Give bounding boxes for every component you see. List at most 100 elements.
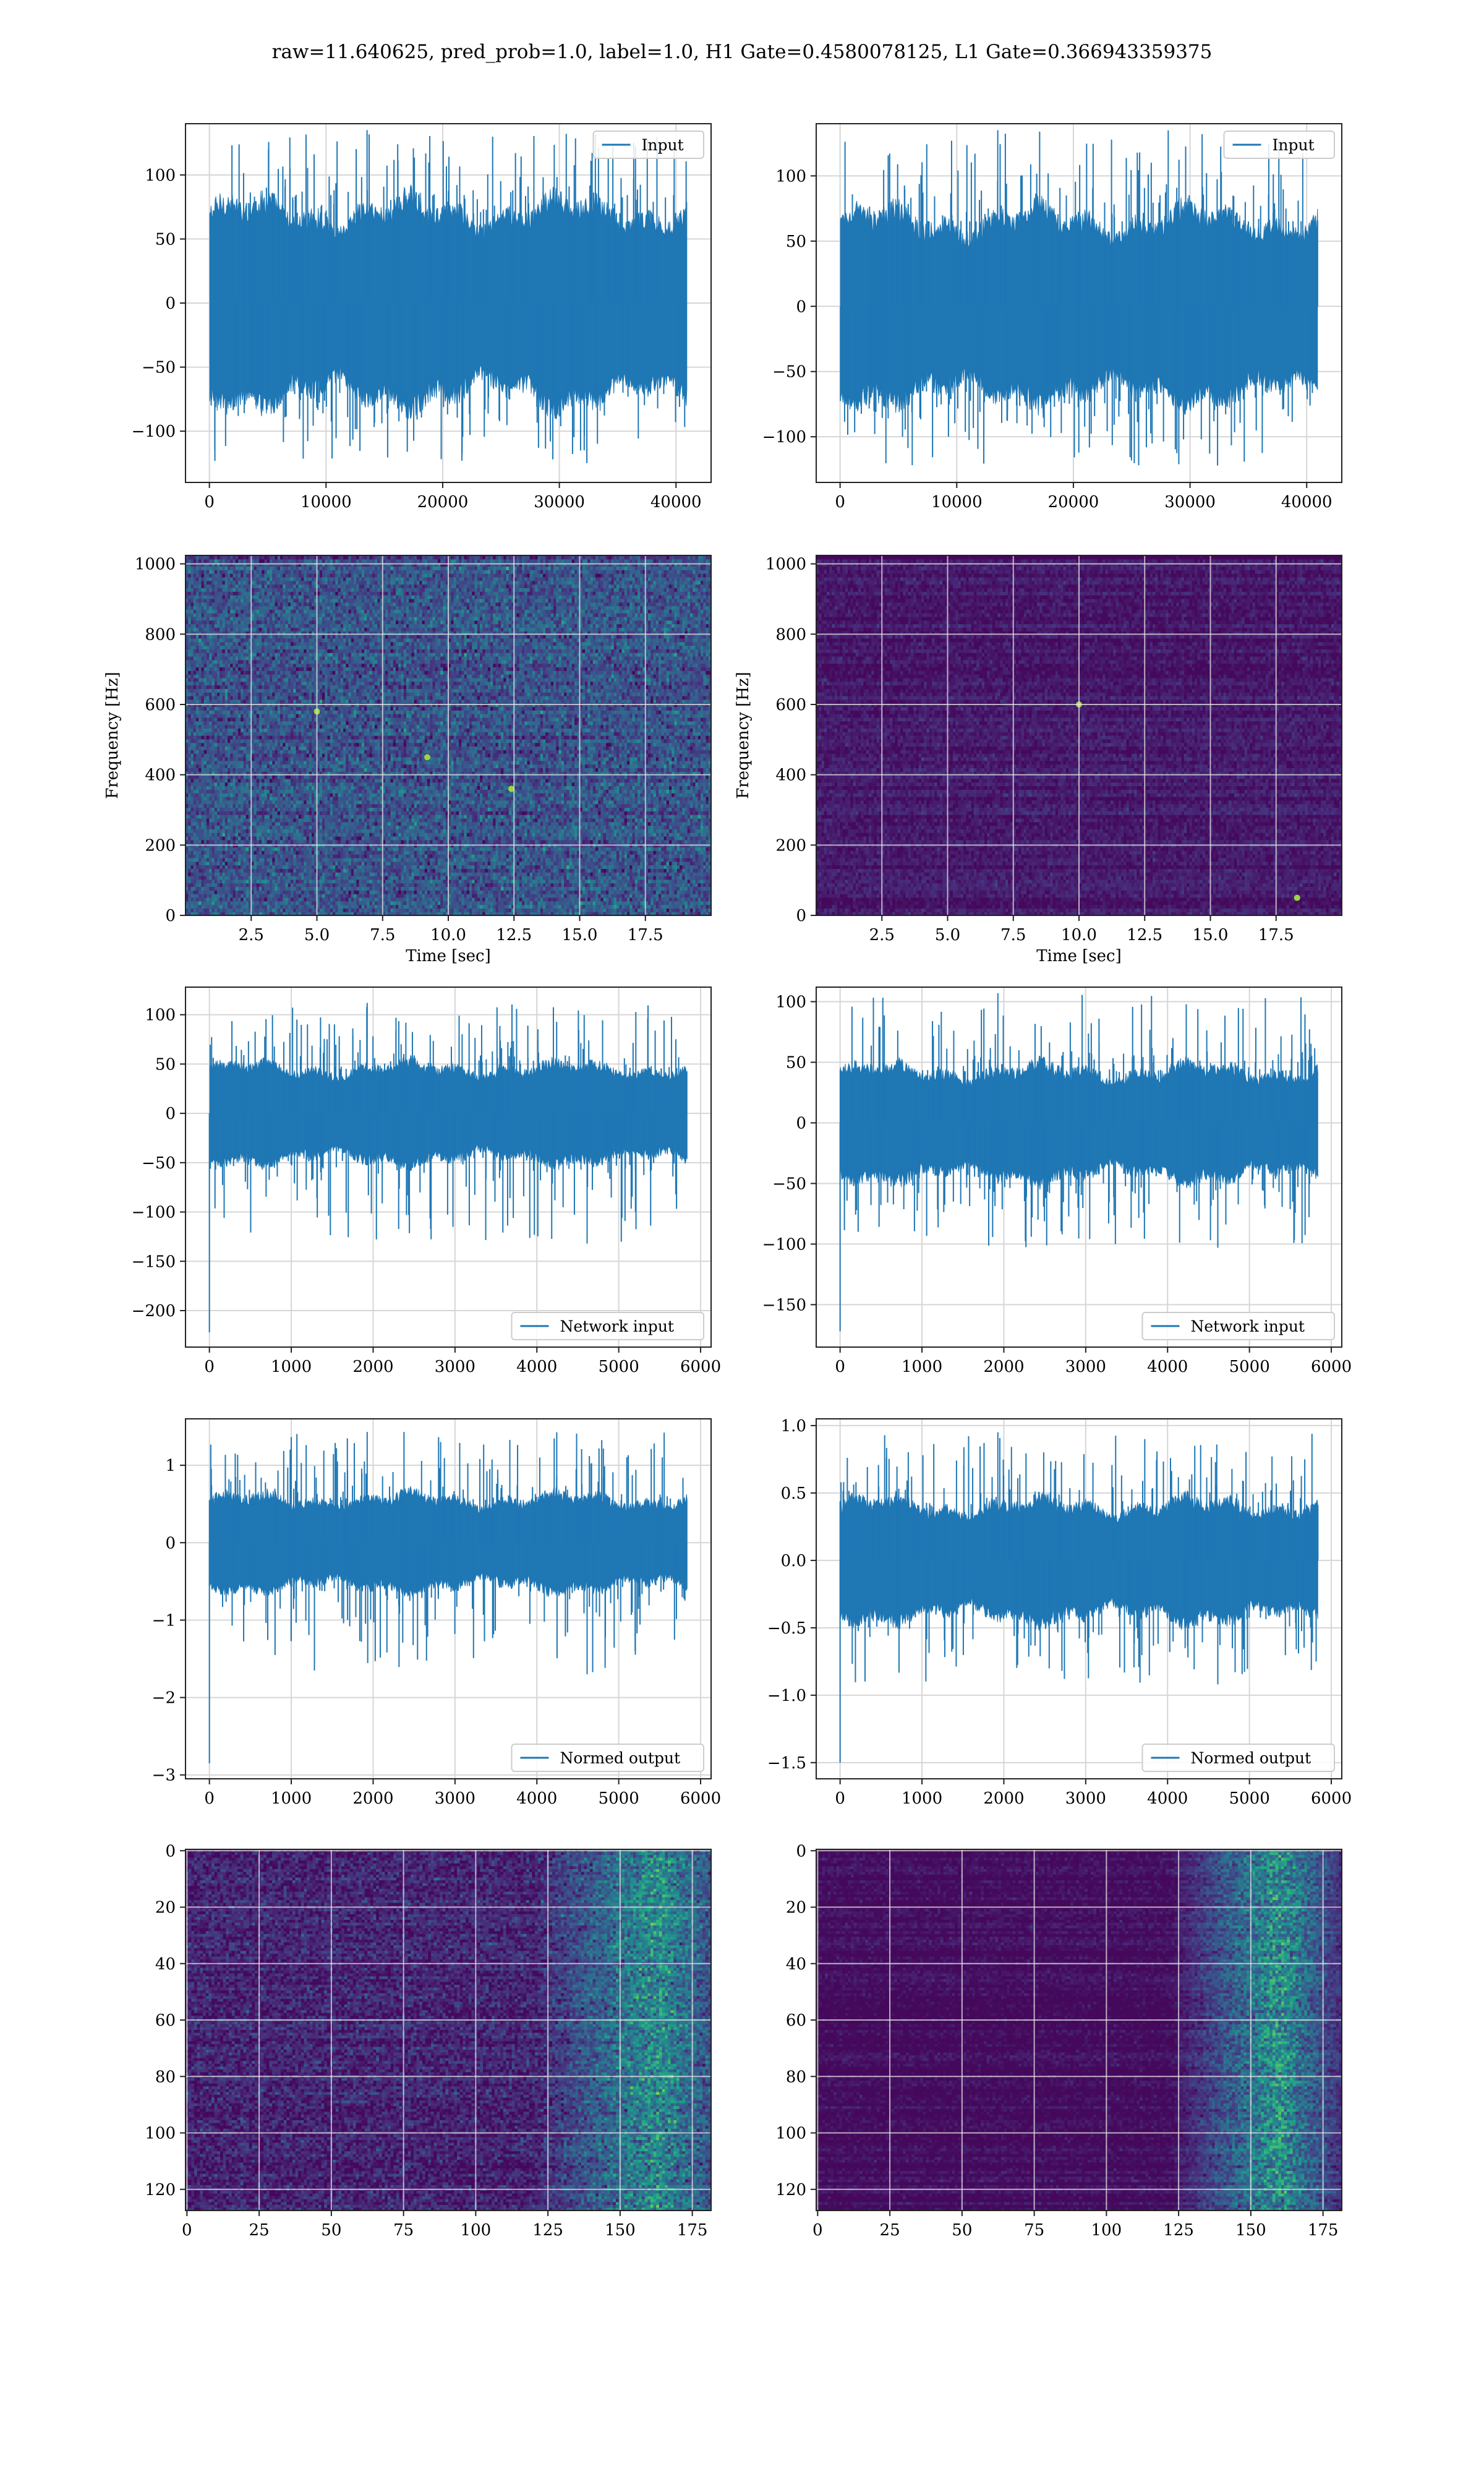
x-tick-label: 30000 [1164,493,1216,511]
legend-label: Network input [1191,1317,1305,1335]
y-tick-label: 100 [775,167,806,186]
x-tick-label: 0 [204,1789,215,1808]
x-tick-label: 6000 [1311,1789,1352,1808]
x-tick-label: 5.0 [304,926,330,944]
x-tick-label: 3000 [435,1358,475,1376]
x-axis-label: Time [sec] [1036,947,1122,965]
x-tick-label: 5000 [1229,1789,1270,1808]
l1-normed-output-signal-spikes [840,1432,1318,1685]
x-tick-label: 100 [461,2221,492,2240]
x-tick-label: 6000 [680,1789,721,1808]
y-tick-label: −100 [762,428,806,447]
x-tick-label: 0 [204,493,215,511]
y-tick-label: 120 [775,2181,806,2199]
x-tick-label: 5000 [599,1789,639,1808]
x-tick-label: 0 [835,493,845,511]
h1-normed-output-signal-band [210,1487,687,1597]
y-tick-label: −100 [132,422,176,441]
x-tick-label: 175 [1308,2221,1339,2240]
y-tick-label: 0 [165,1842,176,1860]
x-tick-label: 6000 [680,1358,721,1376]
x-tick-label: 0 [182,2221,192,2240]
x-tick-label: 1000 [902,1789,942,1808]
y-tick-label: −200 [132,1302,176,1320]
y-tick-label: −2 [152,1689,176,1708]
x-tick-label: 10.0 [1061,926,1097,944]
x-tick-label: 4000 [516,1358,557,1376]
y-tick-label: 100 [145,166,176,185]
y-tick-label: −1.5 [767,1754,806,1773]
legend-label: Input [642,136,684,154]
x-tick-label: 75 [393,2221,414,2240]
l1-spectrogram-hotspot [1294,895,1300,901]
x-tick-label: 1000 [271,1789,312,1808]
l1-normed-output-legend: Normed output [1143,1744,1335,1771]
x-tick-label: 4000 [516,1789,557,1808]
y-tick-label: 60 [786,2011,806,2030]
x-tick-label: 15.0 [562,926,598,944]
y-tick-label: −50 [772,363,806,382]
x-tick-label: 5000 [1229,1358,1270,1376]
h1-network-input-legend: Network input [512,1312,704,1340]
y-tick-label: 600 [145,696,176,714]
x-tick-label: 0 [835,1358,845,1376]
x-tick-label: 1000 [271,1358,312,1376]
y-tick-label: 0 [796,297,806,316]
x-tick-label: 125 [1163,2221,1194,2240]
y-axis-label: Frequency [Hz] [103,672,122,799]
y-tick-label: 20 [155,1899,176,1917]
y-tick-label: −1 [152,1611,176,1630]
y-tick-label: 800 [775,625,806,644]
y-tick-label: 0 [796,1114,806,1132]
y-tick-label: 100 [775,2125,806,2143]
y-tick-label: 1.0 [781,1417,806,1436]
x-tick-label: 4000 [1147,1789,1188,1808]
x-tick-label: 2000 [983,1358,1024,1376]
x-tick-label: 2000 [983,1789,1024,1808]
y-tick-label: 200 [775,836,806,855]
y-tick-label: −50 [142,359,176,377]
x-tick-label: 17.5 [1258,926,1294,944]
x-tick-label: 100 [1091,2221,1122,2240]
y-tick-label: 0 [165,1105,176,1123]
x-tick-label: 17.5 [628,926,663,944]
h1-feature-map-cells [186,1849,712,2211]
h1-normed-output-legend: Normed output [512,1744,704,1771]
y-tick-label: 80 [155,2068,176,2086]
x-tick-label: 0 [204,1358,215,1376]
y-tick-label: 0 [796,907,806,925]
x-tick-label: 15.0 [1193,926,1229,944]
y-tick-label: 50 [786,233,806,251]
y-tick-label: 50 [786,1053,806,1072]
x-tick-label: 175 [677,2221,708,2240]
legend-label: Network input [560,1317,674,1335]
h1-spectrogram-panel: 2.5 5.0 7.5 10.0 12.5 15.0 17.5020040060080010… [103,555,712,965]
x-tick-label: 25 [880,2221,900,2240]
x-tick-label: 12.5 [1127,926,1162,944]
y-tick-label: −100 [132,1204,176,1222]
y-tick-label: 400 [145,766,176,785]
l1-network-input-legend: Network input [1143,1312,1335,1340]
x-tick-label: 50 [321,2221,341,2240]
legend-label: Normed output [1191,1749,1311,1767]
x-tick-label: 6000 [1311,1358,1352,1376]
legend-label: Normed output [560,1749,681,1767]
legend-label: Input [1273,136,1315,154]
y-tick-label: −150 [132,1252,176,1271]
y-tick-label: 1000 [765,555,806,574]
y-tick-label: 1 [165,1457,176,1475]
h1-input-signal-spikes [211,130,686,463]
y-tick-label: 0.0 [781,1552,806,1570]
y-tick-label: −3 [152,1766,176,1785]
x-tick-label: 3000 [435,1789,475,1808]
y-tick-label: 80 [786,2068,806,2086]
y-tick-label: 100 [145,2125,176,2143]
h1-network-input-signal-band [210,1055,687,1171]
